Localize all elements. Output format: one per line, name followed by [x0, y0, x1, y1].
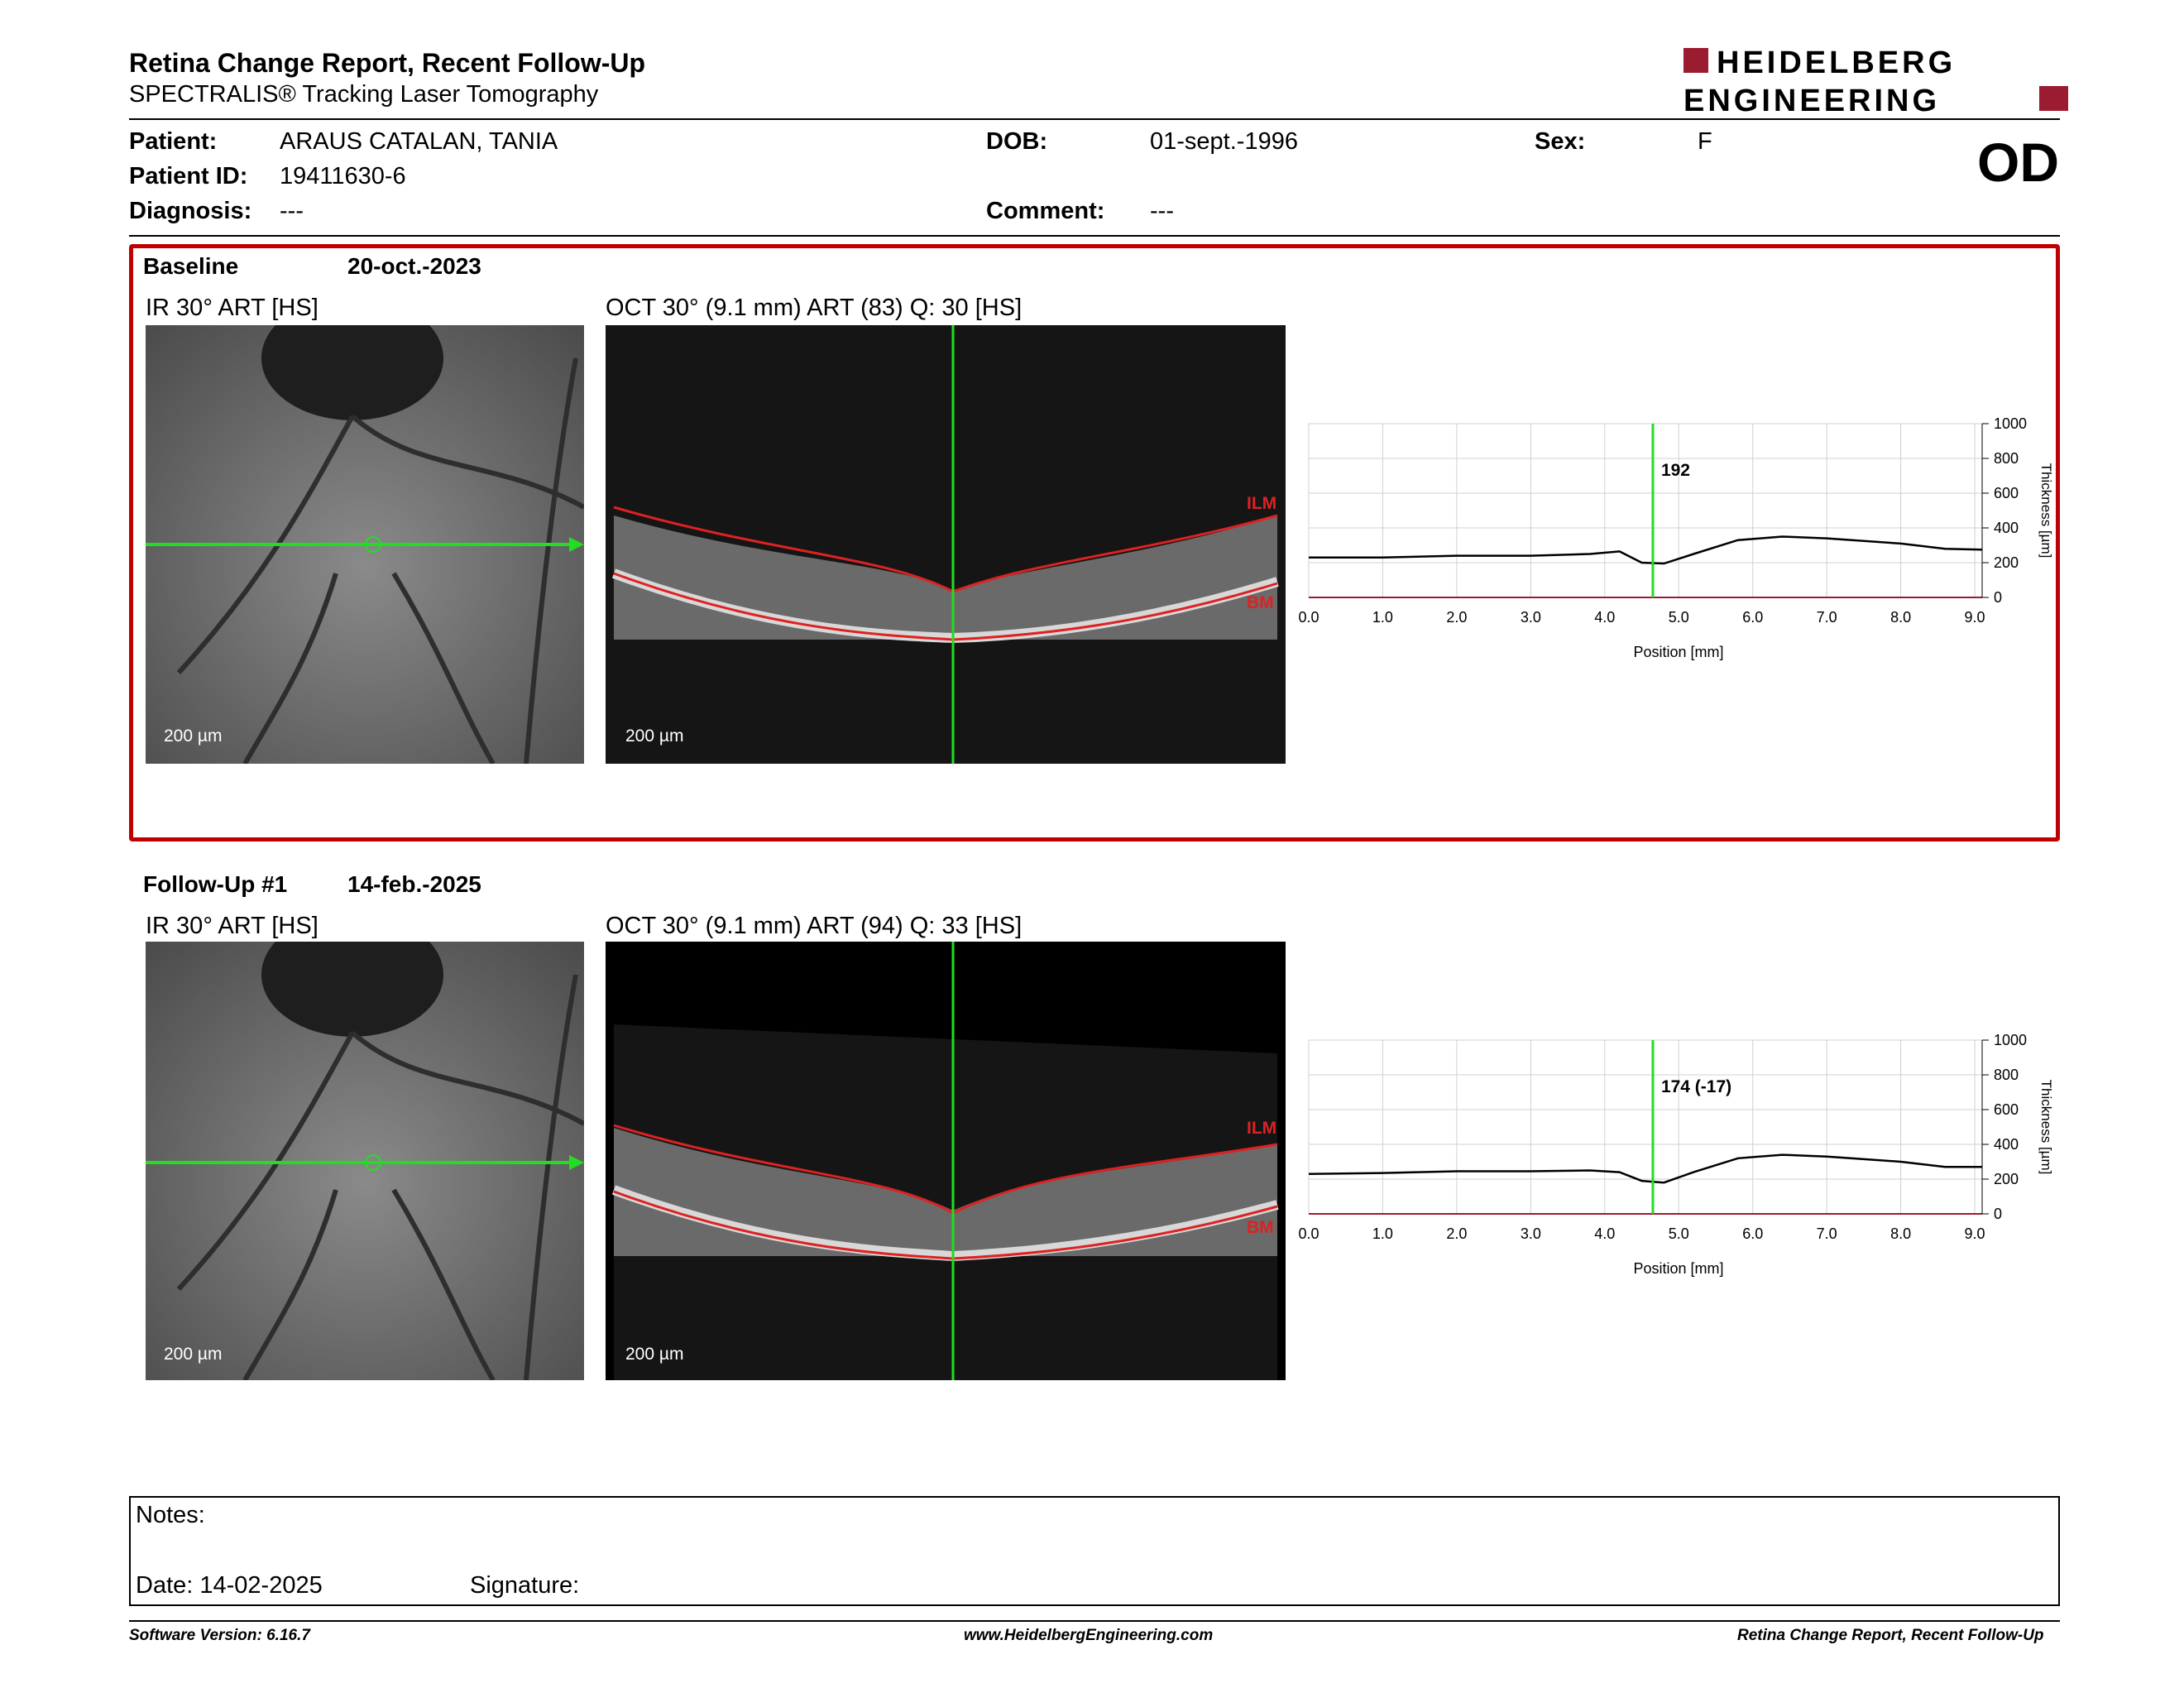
comment-value: --- — [1150, 198, 1174, 224]
chart-x-tick-label: 7.0 — [1817, 1225, 1837, 1242]
chart-y-tick-label: 1000 — [1994, 1032, 2027, 1048]
chart-x-tick-label: 5.0 — [1669, 1225, 1689, 1242]
followup-thickness-chart: 0.0 1.0 2.0 3.0 4.0 5.0 6.0 7.0 8.0 9.0 0 200 400 600… — [1299, 1032, 2054, 1277]
chart-x-tick-label: 9.0 — [1965, 1225, 1985, 1242]
patient-divider — [129, 235, 2060, 237]
footer-report-name: Retina Change Report, Recent Follow-Up — [1737, 1627, 2044, 1644]
chart-y-tick-label: 1000 — [1994, 415, 2027, 432]
chart-x-tick-label: 4.0 — [1594, 1225, 1615, 1242]
diagnosis-label: Diagnosis: — [129, 198, 252, 224]
chart-series-line — [1309, 535, 1983, 565]
signature-label: Signature: — [470, 1572, 580, 1599]
chart-x-tick-label: 0.0 — [1299, 609, 1320, 626]
report-subtitle: SPECTRALIS® Tracking Laser Tomography — [129, 81, 599, 108]
sex-value: F — [1698, 128, 1712, 155]
baseline-bm-label: BM — [1247, 593, 1274, 612]
baseline-ir-scale: 200 µm — [164, 727, 223, 746]
logo-line1: HEIDELBERG — [1717, 46, 1956, 80]
chart-x-tick-label: 3.0 — [1521, 1225, 1541, 1242]
heidelberg-logo: HEIDELBERG ENGINEERING — [1684, 46, 2068, 116]
chart-x-axis-label: Position [mm] — [1633, 644, 1723, 660]
chart-x-tick-label: 8.0 — [1890, 1225, 1911, 1242]
baseline-frame — [129, 244, 2060, 842]
header-divider — [129, 118, 2060, 120]
chart-x-tick-label: 6.0 — [1742, 609, 1763, 626]
website-link[interactable]: www.HeidelbergEngineering.com — [964, 1627, 1214, 1644]
chart-y-tick-label: 600 — [1994, 1101, 2019, 1118]
baseline-oct-caption: OCT 30° (9.1 mm) ART (83) Q: 30 [HS] — [606, 295, 1023, 321]
chart-x-tick-label: 0.0 — [1299, 1225, 1320, 1242]
chart-x-tick-label: 7.0 — [1817, 609, 1837, 626]
baseline-label: Baseline — [143, 253, 239, 279]
logo-line2: ENGINEERING — [1684, 84, 1940, 116]
chart-y-tick-label: 600 — [1994, 485, 2019, 501]
chart-x-tick-label: 1.0 — [1372, 609, 1393, 626]
patient-name: ARAUS CATALAN, TANIA — [280, 128, 558, 155]
logo-square-bottom — [2039, 86, 2068, 111]
followup-bm-label: BM — [1247, 1218, 1274, 1237]
chart-marker-label: 192 — [1661, 461, 1690, 480]
patient-id: 19411630-6 — [280, 163, 406, 189]
followup-ir-caption: IR 30° ART [HS] — [146, 913, 318, 939]
chart-x-tick-label: 2.0 — [1446, 1225, 1467, 1242]
chart-y-tick-label: 200 — [1994, 1171, 2019, 1187]
followup-ir-image: 200 µm — [146, 942, 584, 1380]
chart-y-tick-label: 200 — [1994, 554, 2019, 571]
followup-oct-image: ILM BM 200 µm — [606, 942, 1286, 1380]
chart-x-tick-label: 6.0 — [1742, 1225, 1763, 1242]
sex-label: Sex: — [1535, 128, 1586, 155]
baseline-ilm-label: ILM — [1247, 494, 1276, 513]
notes-date: Date: 14-02-2025 — [136, 1572, 323, 1599]
eye-label: OD — [1977, 132, 2059, 193]
chart-y-tick-label: 0 — [1994, 1206, 2002, 1222]
chart-y-tick-label: 800 — [1994, 1067, 2019, 1083]
baseline-oct-image: ILM BM 200 µm — [606, 325, 1286, 764]
baseline-thickness-chart: 0.0 1.0 2.0 3.0 4.0 5.0 6.0 7.0 8.0 9.0 0 200 400 600… — [1299, 415, 2054, 660]
chart-plot-area — [1308, 423, 1983, 598]
baseline-ir-image: 200 µm — [146, 325, 584, 764]
chart-x-tick-label: 2.0 — [1446, 609, 1467, 626]
dob-label: DOB: — [986, 128, 1048, 155]
followup-date: 14-feb.-2025 — [347, 871, 481, 897]
baseline-oct-scale: 200 µm — [625, 727, 684, 746]
chart-y-tick-label: 400 — [1994, 520, 2019, 536]
followup-label: Follow-Up #1 — [143, 871, 288, 897]
patient-id-label: Patient ID: — [129, 163, 248, 189]
chart-x-tick-label: 5.0 — [1669, 609, 1689, 626]
comment-label: Comment: — [986, 198, 1105, 224]
chart-x-axis-label: Position [mm] — [1633, 1260, 1723, 1277]
chart-y-tick-label: 400 — [1994, 1136, 2019, 1153]
followup-ir-scale: 200 µm — [164, 1345, 223, 1364]
followup-ilm-label: ILM — [1247, 1119, 1276, 1138]
notes-box[interactable] — [129, 1496, 2060, 1606]
footer-divider — [129, 1620, 2060, 1622]
chart-marker-label: 174 (-17) — [1661, 1077, 1731, 1096]
chart-series-line — [1308, 1153, 1982, 1184]
chart-y-axis-label: Thickness [µm] — [2038, 463, 2054, 559]
followup-oct-scale: 200 µm — [625, 1345, 684, 1364]
chart-plot-area — [1308, 1039, 1983, 1215]
chart-x-tick-label: 4.0 — [1594, 609, 1615, 626]
software-version: Software Version: 6.16.7 — [129, 1627, 310, 1644]
diagnosis-value: --- — [280, 198, 304, 224]
chart-x-tick-label: 1.0 — [1372, 1225, 1393, 1242]
chart-x-tick-label: 8.0 — [1890, 609, 1911, 626]
dob-value: 01-sept.-1996 — [1150, 128, 1298, 155]
report-title: Retina Change Report, Recent Follow-Up — [129, 48, 646, 78]
chart-y-tick-label: 0 — [1994, 589, 2002, 606]
notes-label: Notes: — [136, 1502, 205, 1528]
baseline-date: 20-oct.-2023 — [347, 253, 481, 279]
chart-x-tick-label: 3.0 — [1521, 609, 1541, 626]
followup-oct-caption: OCT 30° (9.1 mm) ART (94) Q: 33 [HS] — [606, 913, 1023, 939]
baseline-ir-caption: IR 30° ART [HS] — [146, 295, 318, 321]
chart-y-tick-label: 800 — [1994, 450, 2019, 467]
chart-x-tick-label: 9.0 — [1965, 609, 1985, 626]
chart-y-axis-label: Thickness [µm] — [2038, 1080, 2054, 1175]
logo-square-top — [1684, 48, 1708, 73]
patient-label: Patient: — [129, 128, 218, 155]
